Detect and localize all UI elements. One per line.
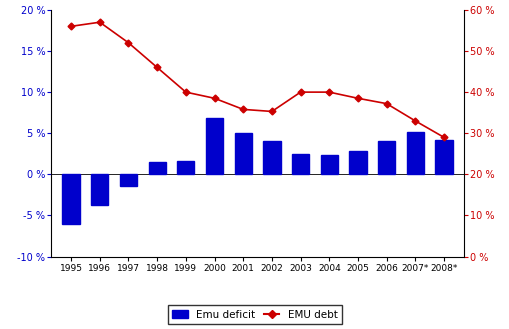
Bar (320, 156, 337, 174)
Bar (148, 162, 165, 174)
Bar (377, 141, 394, 174)
Bar (234, 133, 251, 174)
Bar (177, 161, 194, 174)
Bar (263, 141, 280, 174)
Bar (406, 132, 423, 174)
Bar (120, 174, 137, 186)
Legend: Emu deficit, EMU debt: Emu deficit, EMU debt (168, 305, 341, 324)
Bar (63, 174, 79, 224)
Bar (349, 151, 366, 174)
Bar (435, 140, 452, 174)
Bar (206, 118, 223, 174)
Bar (91, 174, 108, 205)
Bar (292, 154, 308, 174)
